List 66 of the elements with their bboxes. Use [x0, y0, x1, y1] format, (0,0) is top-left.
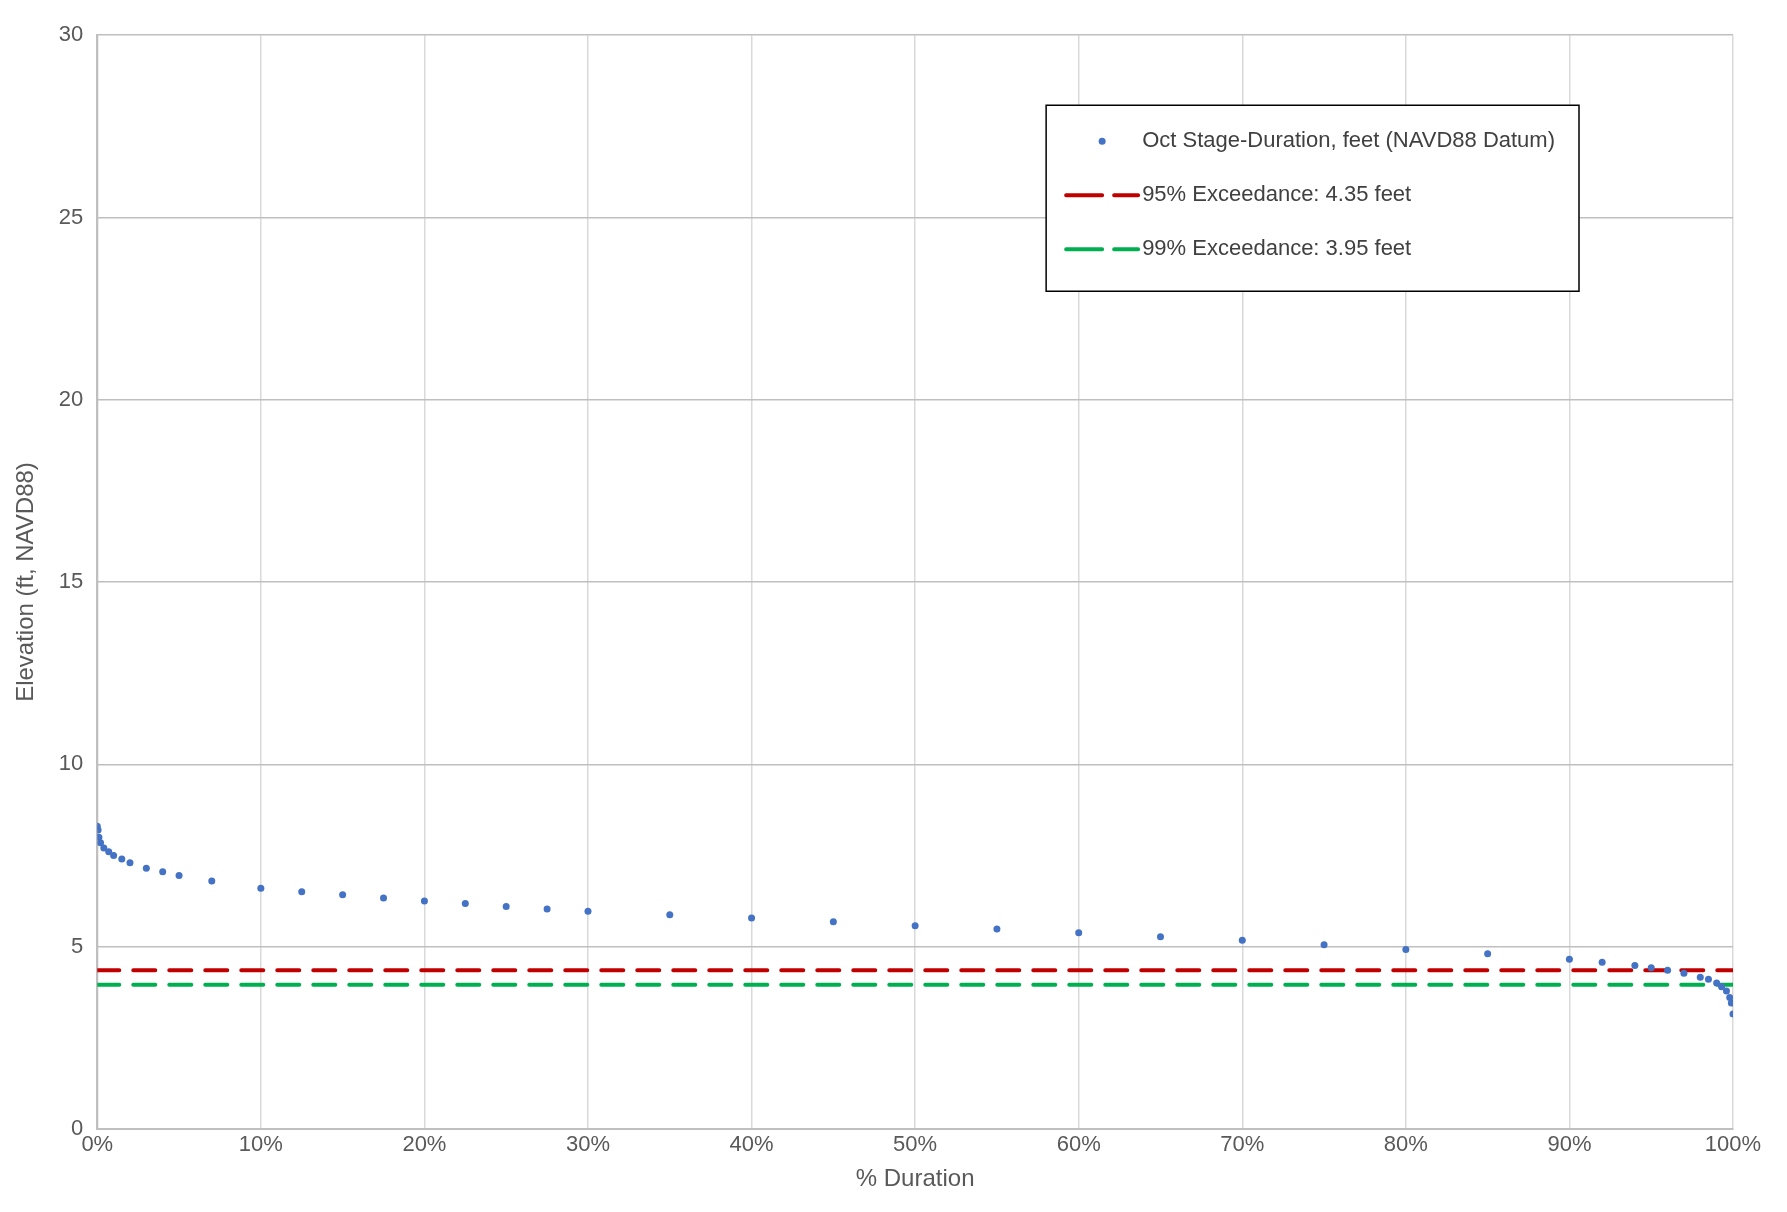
point	[105, 848, 113, 856]
x-tick-label: 90%	[1547, 1131, 1592, 1157]
x-tick-label: 30%	[565, 1131, 611, 1157]
point	[1402, 945, 1410, 953]
x-tick-label: 40%	[729, 1131, 774, 1157]
point	[100, 844, 108, 852]
point	[208, 877, 216, 885]
y-tick-label: 25	[58, 203, 84, 229]
point	[420, 897, 428, 905]
point	[339, 891, 347, 899]
legend-label: Oct Stage-Duration, feet (NAVD88 Datum)	[1142, 127, 1556, 153]
point	[1075, 929, 1083, 937]
x-tick-label: 50%	[893, 1131, 938, 1157]
x-tick-label: 100%	[1704, 1131, 1762, 1157]
point	[1713, 979, 1721, 987]
point	[829, 918, 837, 926]
point	[1722, 987, 1730, 995]
point	[1598, 958, 1606, 966]
point	[126, 859, 134, 867]
point	[110, 851, 118, 859]
point	[584, 907, 592, 915]
point	[1631, 961, 1639, 969]
point	[1727, 999, 1733, 1007]
x-tick-label: 20%	[402, 1131, 447, 1157]
point	[380, 894, 388, 902]
point	[993, 925, 1001, 933]
point	[298, 888, 306, 896]
point	[257, 884, 265, 892]
point	[911, 922, 919, 930]
point	[97, 839, 105, 847]
point	[1565, 955, 1573, 963]
point	[461, 900, 469, 908]
x-tick-label: 80%	[1383, 1131, 1428, 1157]
point	[1484, 950, 1492, 958]
x-tick-label: 70%	[1220, 1131, 1265, 1157]
x-tick-label: 10%	[238, 1131, 283, 1157]
point	[159, 868, 167, 876]
legend-label: 99% Exceedance: 3.95 feet	[1142, 235, 1412, 261]
y-tick-label: 20	[58, 385, 84, 411]
x-tick-label: 60%	[1056, 1131, 1101, 1157]
point	[1696, 973, 1704, 981]
legend-label: 95% Exceedance: 4.35 feet	[1142, 181, 1412, 207]
point	[502, 902, 510, 910]
y-tick-label: 30	[58, 21, 84, 47]
point	[142, 864, 150, 872]
point	[1647, 964, 1655, 972]
point	[666, 911, 674, 919]
x-axis-title: % Duration	[855, 1164, 975, 1192]
y-tick-label: 15	[58, 568, 84, 594]
point	[1718, 983, 1726, 991]
x-tick-label: 0%	[81, 1131, 114, 1157]
point	[1320, 941, 1328, 949]
point	[1664, 966, 1672, 974]
point	[1238, 936, 1246, 944]
point	[1156, 933, 1164, 941]
point	[1680, 969, 1688, 977]
point	[543, 905, 551, 913]
y-axis-title: Elevation (ft, NAVD88)	[11, 462, 39, 702]
point	[1704, 975, 1712, 983]
point	[748, 914, 756, 922]
y-tick-label: 5	[71, 932, 84, 958]
point	[175, 871, 183, 879]
y-tick-label: 0	[71, 1114, 84, 1140]
y-tick-label: 10	[58, 750, 84, 776]
point	[118, 855, 126, 863]
point	[1726, 994, 1733, 1002]
